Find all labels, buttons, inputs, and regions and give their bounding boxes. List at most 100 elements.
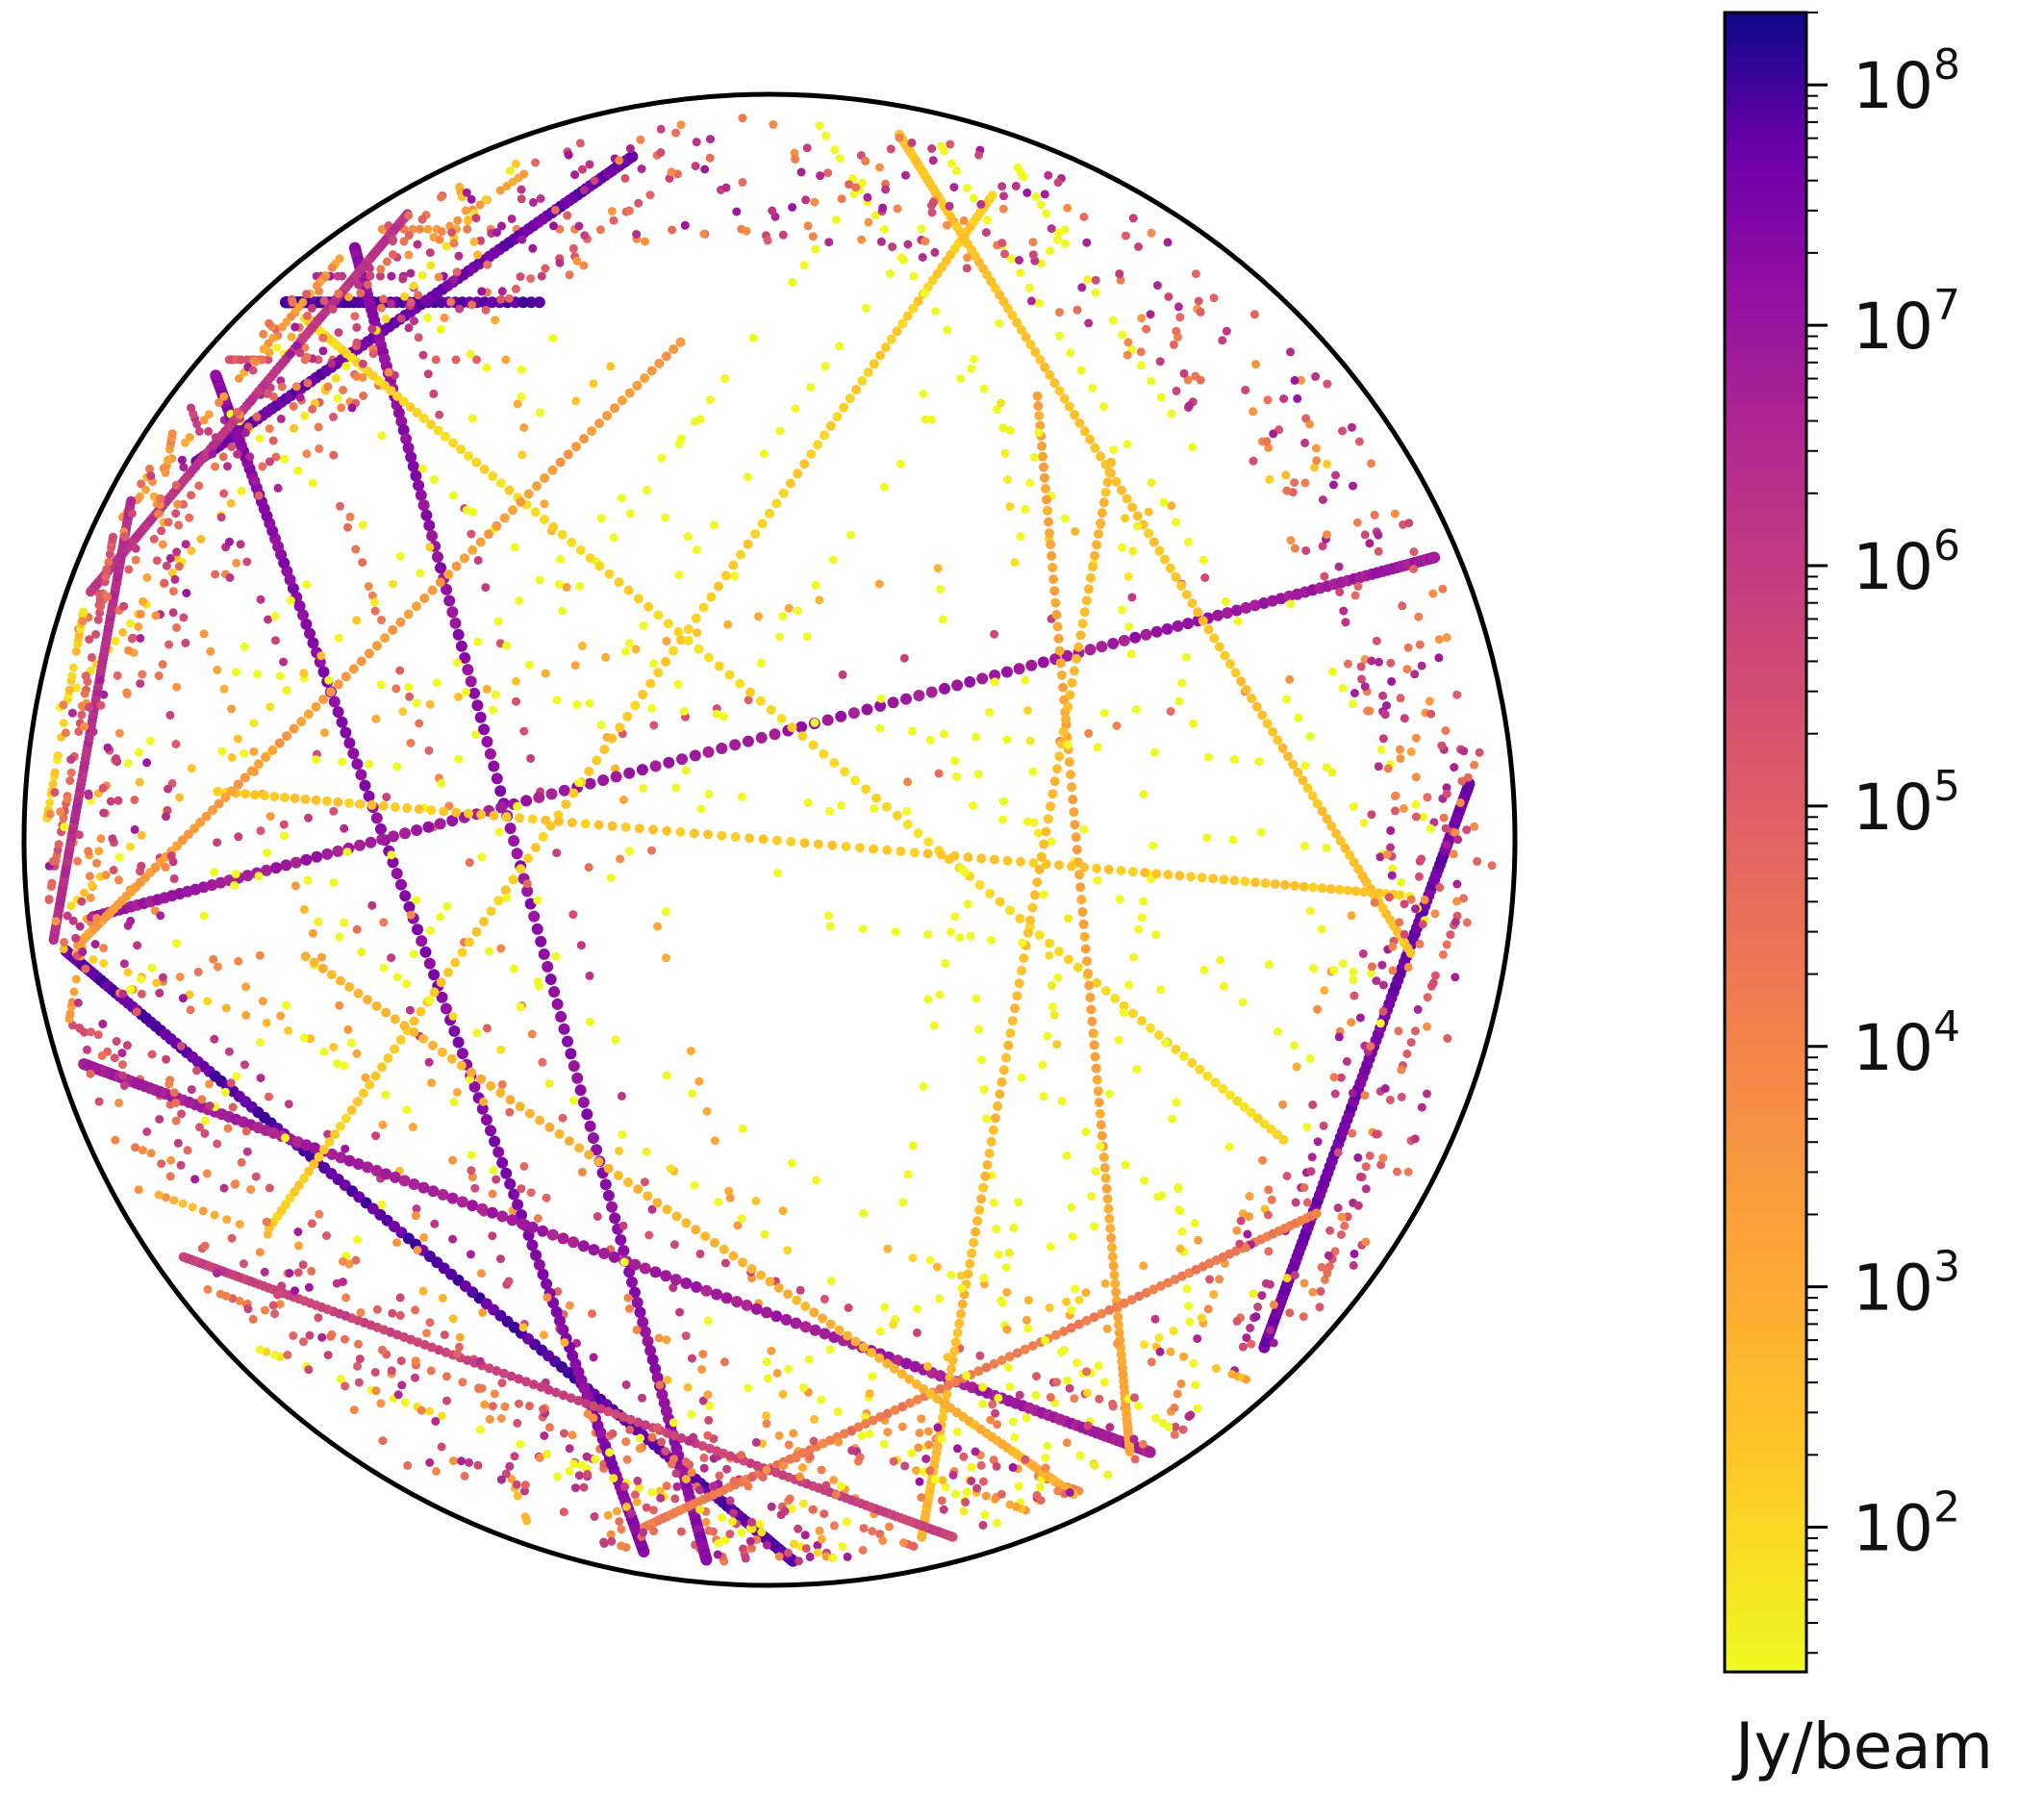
data-point [526, 274, 536, 284]
data-point [744, 696, 753, 705]
data-point [1118, 543, 1127, 552]
data-point [1462, 918, 1472, 927]
data-point [874, 579, 884, 589]
data-point [1253, 1303, 1263, 1311]
data-point [1229, 875, 1240, 886]
data-point [1257, 1291, 1267, 1301]
data-point [307, 1219, 316, 1228]
data-point [292, 342, 302, 351]
data-point [261, 864, 272, 876]
data-point [1014, 978, 1024, 989]
data-point [395, 1310, 405, 1320]
data-point [323, 1129, 333, 1139]
data-point [417, 1181, 430, 1194]
data-point [336, 716, 348, 728]
data-point [978, 1182, 989, 1193]
data-point [875, 723, 885, 733]
data-point [971, 1227, 981, 1237]
data-point [423, 224, 433, 234]
data-point [377, 1062, 387, 1073]
data-point [773, 1282, 784, 1293]
data-point [1353, 582, 1363, 591]
data-point [642, 1503, 651, 1512]
data-point [523, 853, 534, 864]
data-point [395, 617, 406, 627]
data-point [938, 1476, 947, 1485]
data-point [1144, 528, 1154, 539]
data-point [875, 1530, 885, 1539]
data-point [1046, 801, 1056, 812]
data-point [1182, 618, 1195, 630]
data-point [411, 1211, 420, 1221]
data-point [1057, 1097, 1067, 1106]
data-point [391, 684, 401, 694]
data-point [280, 859, 292, 872]
data-point [976, 853, 987, 864]
data-point [302, 580, 312, 590]
data-point [1184, 1302, 1194, 1311]
data-point [508, 874, 518, 885]
data-point [218, 452, 228, 462]
data-point [1047, 837, 1056, 847]
data-point [446, 1053, 457, 1064]
data-point [293, 466, 303, 475]
data-point [674, 570, 684, 580]
data-point [363, 280, 372, 290]
data-point [1256, 827, 1266, 837]
data-point [322, 796, 332, 806]
data-point [624, 639, 634, 648]
data-point [1451, 828, 1460, 838]
data-point [806, 449, 817, 460]
data-point [666, 1164, 675, 1174]
data-point [395, 878, 407, 891]
data-point [579, 434, 590, 444]
data-point [1170, 1430, 1179, 1439]
data-point [618, 1130, 627, 1140]
data-point [300, 951, 311, 962]
data-point [946, 139, 955, 149]
data-point [156, 494, 165, 503]
data-point [925, 1255, 935, 1265]
data-point [1353, 1152, 1363, 1162]
data-point [1171, 1422, 1180, 1431]
data-point [675, 826, 686, 837]
data-point [226, 498, 236, 508]
data-point [1095, 1394, 1104, 1404]
data-point [106, 797, 115, 806]
data-point [228, 1102, 238, 1112]
data-point [654, 358, 665, 368]
data-point [235, 374, 243, 383]
data-point [950, 756, 960, 766]
data-point [695, 1249, 705, 1258]
data-point [74, 727, 84, 736]
data-point [1426, 709, 1436, 719]
data-point [1028, 250, 1038, 260]
data-point [1238, 998, 1248, 1007]
data-point [432, 678, 442, 688]
data-point [1114, 1320, 1123, 1330]
data-point [1141, 1287, 1151, 1298]
data-point [1208, 873, 1219, 884]
data-point [398, 396, 409, 407]
data-point [270, 1309, 280, 1319]
data-point [1049, 1010, 1059, 1020]
data-point [535, 575, 544, 585]
data-point [403, 900, 416, 913]
data-point [593, 1156, 604, 1167]
data-point [634, 823, 644, 834]
data-point [949, 850, 960, 861]
data-point [1268, 726, 1277, 737]
data-point [147, 963, 157, 973]
data-point [525, 660, 534, 670]
data-point [376, 303, 386, 313]
data-point [557, 1232, 569, 1245]
data-point [1008, 1417, 1018, 1427]
data-point [133, 941, 142, 950]
data-point [165, 1172, 175, 1181]
data-point [378, 1436, 388, 1446]
data-point [517, 450, 527, 460]
data-point [94, 847, 104, 856]
data-point [1423, 1089, 1431, 1099]
data-point [990, 1113, 1000, 1124]
data-point [629, 1258, 642, 1271]
